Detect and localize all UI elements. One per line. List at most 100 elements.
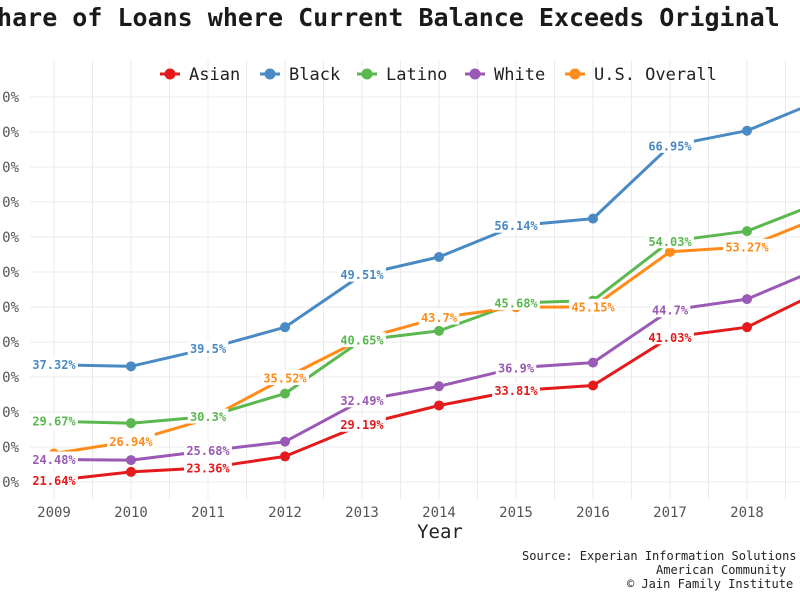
data-label-bg bbox=[338, 392, 386, 408]
source-note: Source: Experian Information Solutions A… bbox=[522, 549, 797, 591]
y-tick-label: 0% bbox=[2, 265, 19, 281]
data-point-black bbox=[588, 213, 598, 224]
x-tick-label: 2011 bbox=[191, 505, 225, 521]
data-label-u-s-overall: 45.15% bbox=[571, 300, 615, 314]
data-point-asian bbox=[280, 451, 290, 462]
data-label-black: 56.14% bbox=[494, 219, 538, 233]
data-point-asian bbox=[742, 322, 752, 333]
data-label-bg bbox=[107, 433, 155, 449]
legend-key-dot-black bbox=[264, 68, 276, 80]
y-tick-label: 0% bbox=[2, 440, 19, 456]
legend-label-asian: Asian bbox=[189, 65, 240, 85]
y-tick-label: 0% bbox=[2, 125, 19, 141]
data-label-latino: 30.3% bbox=[190, 410, 227, 424]
data-label-bg bbox=[418, 309, 460, 325]
data-label-bg bbox=[184, 459, 232, 475]
data-label-latino: 54.03% bbox=[648, 235, 692, 249]
y-tick-label: 0% bbox=[2, 160, 19, 176]
y-tick-label: 0% bbox=[2, 370, 19, 386]
legend-key-dot-asian bbox=[164, 68, 176, 80]
x-tick-label: 2018 bbox=[730, 505, 764, 521]
data-label-asian: 41.03% bbox=[648, 331, 692, 345]
data-label-bg bbox=[646, 233, 694, 249]
legend-label-black: Black bbox=[289, 65, 340, 85]
data-point-latino bbox=[434, 325, 444, 336]
y-tick-label: 0% bbox=[2, 230, 19, 246]
x-axis-ticks: 2009 2010 2011 2012 2013 2014 2015 2016 2017 2018 bbox=[37, 505, 764, 521]
data-point-black bbox=[126, 361, 136, 372]
grid bbox=[30, 60, 800, 500]
data-label-latino: 29.67% bbox=[32, 415, 76, 429]
data-point-black bbox=[280, 322, 290, 333]
data-label-bg bbox=[646, 137, 694, 153]
data-point-white bbox=[434, 381, 444, 392]
data-label-bg bbox=[184, 442, 232, 458]
data-point-latino bbox=[742, 226, 752, 237]
y-tick-label: 0% bbox=[2, 90, 19, 106]
data-labels: 21.64% 23.36% 29.19% 33.81% 41.03% 37.32% 39.5… bbox=[30, 137, 771, 488]
x-tick-label: 2017 bbox=[653, 505, 687, 521]
data-label-bg bbox=[30, 472, 78, 488]
data-point-white bbox=[742, 294, 752, 305]
data-point-white bbox=[280, 436, 290, 447]
data-point-asian bbox=[126, 466, 136, 477]
data-label-u-s-overall: 26.94% bbox=[109, 435, 153, 449]
data-point-u-s-overall bbox=[665, 246, 675, 257]
data-point-asian bbox=[434, 400, 444, 411]
data-label-bg bbox=[338, 416, 386, 432]
data-label-bg bbox=[187, 408, 229, 424]
source-line-3: © Jain Family Institute bbox=[627, 577, 793, 591]
data-label-bg bbox=[30, 413, 78, 429]
data-point-latino bbox=[126, 418, 136, 429]
data-point-asian bbox=[588, 380, 598, 391]
data-point-black bbox=[434, 252, 444, 263]
data-label-bg bbox=[649, 302, 691, 318]
data-label-bg bbox=[492, 382, 540, 398]
data-label-bg bbox=[338, 266, 386, 282]
legend-key-dot-white bbox=[469, 68, 481, 80]
data-label-black: 39.5% bbox=[190, 342, 227, 356]
legend-key-dot-latino bbox=[361, 68, 373, 80]
y-tick-label: 0% bbox=[2, 300, 19, 316]
data-label-bg bbox=[30, 451, 78, 467]
legend-label-white: White bbox=[494, 65, 545, 85]
data-label-bg bbox=[723, 238, 771, 254]
series-lines bbox=[53, 107, 800, 482]
data-label-bg bbox=[30, 356, 78, 372]
data-label-white: 32.49% bbox=[340, 394, 384, 408]
source-line-2: American Community bbox=[656, 563, 786, 577]
data-label-black: 49.51% bbox=[340, 268, 384, 282]
data-label-white: 24.48% bbox=[32, 453, 76, 467]
x-axis-title: Year bbox=[417, 521, 463, 543]
data-label-white: 36.9% bbox=[498, 361, 535, 375]
x-tick-label: 2010 bbox=[114, 505, 148, 521]
data-label-bg bbox=[338, 332, 386, 348]
y-tick-label: 0% bbox=[2, 195, 19, 211]
legend: Asian Black Latino White U.S. Overall bbox=[160, 65, 717, 85]
data-label-bg bbox=[492, 217, 540, 233]
x-tick-label: 2016 bbox=[576, 505, 610, 521]
x-tick-label: 2015 bbox=[499, 505, 533, 521]
data-point-white bbox=[126, 455, 136, 466]
data-label-bg bbox=[187, 340, 229, 356]
y-axis-ticks: 0% 0% 0% 0% 0% 0% 0% 0% 0% 0% 0% 0% bbox=[2, 90, 19, 491]
legend-key-dot-u-s-overall bbox=[569, 68, 581, 80]
x-tick-label: 2013 bbox=[345, 505, 379, 521]
y-tick-label: 0% bbox=[2, 475, 19, 491]
y-tick-label: 0% bbox=[2, 335, 19, 351]
data-label-bg bbox=[492, 294, 540, 310]
data-label-black: 37.32% bbox=[32, 358, 76, 372]
data-label-bg bbox=[569, 298, 617, 314]
data-label-bg bbox=[495, 359, 537, 375]
data-label-u-s-overall: 35.52% bbox=[263, 371, 307, 385]
data-label-latino: 45.68% bbox=[494, 296, 538, 310]
data-label-u-s-overall: 53.27% bbox=[725, 240, 769, 254]
data-point-latino bbox=[280, 388, 290, 399]
data-label-asian: 29.19% bbox=[340, 418, 384, 432]
data-label-u-s-overall: 43.7% bbox=[421, 311, 458, 325]
data-point-black bbox=[742, 125, 752, 136]
chart-title: Share of Loans where Current Balance Exc… bbox=[0, 3, 780, 32]
data-label-black: 66.95% bbox=[648, 139, 692, 153]
legend-label-latino: Latino bbox=[386, 65, 447, 85]
